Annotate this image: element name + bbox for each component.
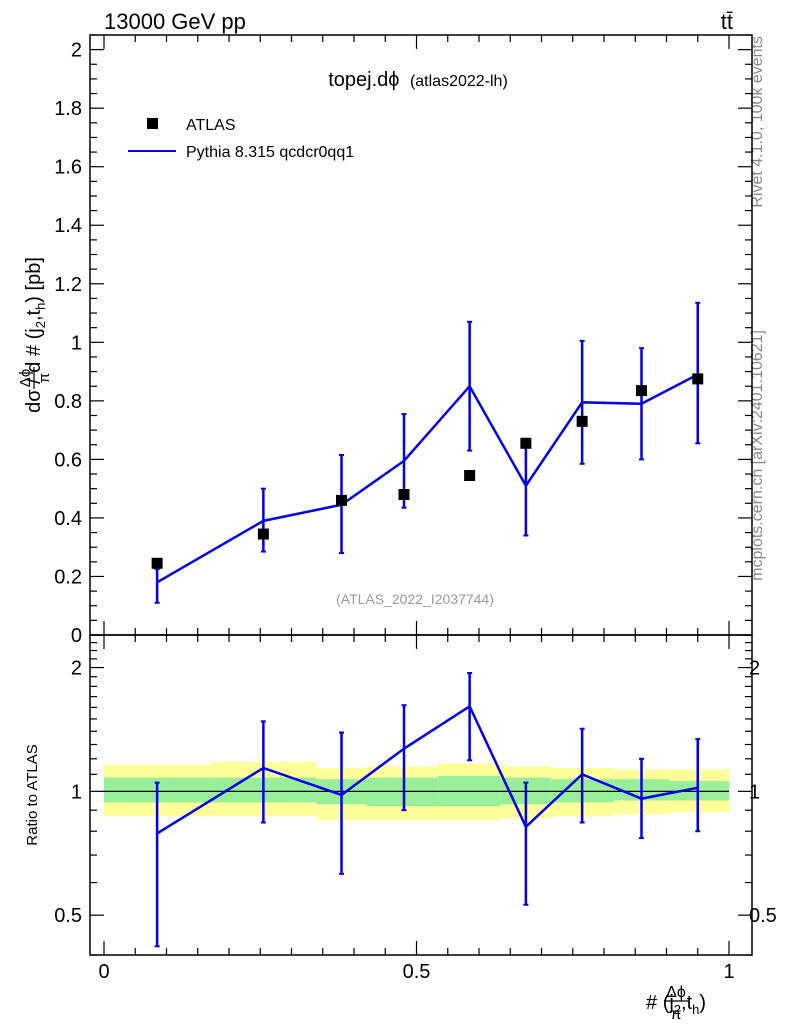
ylabel-sub2: h [33, 303, 48, 310]
x-tick-label: 1 [723, 961, 734, 983]
ratio-frame [89, 634, 753, 956]
energy-label: 13000 GeV pp [104, 9, 246, 34]
main-title-text: topej.dϕ [328, 69, 399, 91]
main-y-tick-label: 0 [71, 625, 82, 647]
legend-label-atlas: ATLAS [186, 117, 236, 134]
main-subtitle-text: (atlas2022-lh) [410, 73, 508, 90]
ratio-panel: 0.5 0.5 1 1 2 2 0 0.5 1 Ratio to ATLAS [24, 634, 777, 983]
atlas-data-point [336, 494, 347, 506]
main-y-axis-label: dσ / d # (j2,th) [pb] Δϕ π [17, 257, 53, 413]
mcplots-source-label: mcplots.cern.ch [arXiv:2401.10621] [749, 330, 766, 581]
main-y-tick-label: 1.8 [54, 98, 82, 120]
ratio-uncertainty-band-inner [669, 780, 729, 801]
xlabel-sub1: 2 [674, 1002, 681, 1017]
main-y-tick-label: 0.2 [54, 566, 82, 588]
main-y-tick-label: 0.8 [54, 391, 82, 413]
main-panel: 0 0.2 0.4 0.6 0.8 1 1.2 1.4 1.6 1.8 2 topej.dϕ (at… [17, 34, 753, 647]
ratio-y-tick-label: 0.5 [54, 905, 82, 927]
legend: ATLAS Pythia 8.315 qcdcr0qq1 [128, 117, 354, 161]
ratio-y-ticks: 0.5 0.5 1 1 2 2 0 0.5 1 [54, 634, 777, 983]
ylabel-tail: ) [pb] [23, 257, 45, 303]
xlabel-arg: (j [663, 992, 674, 1014]
main-data-layer [151, 301, 704, 604]
main-y-tick-label: 0.6 [54, 449, 82, 471]
ylabel-frac-den: π [36, 373, 53, 383]
main-title: topej.dϕ (atlas2022-lh) [328, 69, 508, 91]
process-label: tt̄ [721, 9, 733, 34]
reference-watermark: (ATLAS_2022_I2037744) [336, 591, 494, 607]
ylabel-frac-num: Δϕ [17, 369, 34, 387]
atlas-data-point [398, 489, 410, 501]
xlabel-tail: ) [699, 992, 706, 1014]
ratio-y-tick-label: 2 [71, 658, 82, 680]
main-y-ticks: 0 0.2 0.4 0.6 0.8 1 1.2 1.4 1.6 1.8 2 [54, 34, 752, 647]
ratio-y-tick-label-right: 2 [749, 658, 760, 680]
x-axis-label: # (j2,th) Δϕ π [646, 984, 706, 1023]
atlas-data-point [464, 469, 476, 481]
xlabel-prefix: # [646, 992, 658, 1014]
main-y-tick-label: 1.6 [54, 157, 82, 179]
rivet-version-label: Rivet 4.1.0, 100k events [749, 36, 766, 208]
main-y-tick-label: 0.4 [54, 508, 82, 530]
xlabel-frac-num: Δϕ [666, 984, 686, 1001]
ylabel-sub1: 2 [33, 321, 48, 328]
ylabel-arg: (j [23, 328, 45, 339]
atlas-data-point [576, 415, 588, 427]
svg-text:dσ / d # (j2: dσ / d # (j2,th) [pb] [23, 257, 48, 413]
main-y-tick-label: 1.4 [54, 215, 82, 237]
legend-marker-atlas [147, 118, 158, 129]
atlas-data-point [257, 528, 269, 540]
x-tick-label: 0.5 [403, 961, 431, 983]
ratio-y-axis-label: Ratio to ATLAS [24, 744, 41, 845]
main-y-tick-label: 2 [71, 40, 82, 62]
xlabel-sub2: h [692, 1002, 699, 1017]
atlas-data-point [692, 373, 704, 385]
svg-text:# (j2,th): # (j2,th) [646, 992, 706, 1017]
ratio-data-layer [104, 672, 729, 948]
xlabel-frac-den: π [670, 1006, 681, 1023]
x-tick-label: 0 [98, 961, 109, 983]
atlas-data-point [636, 385, 647, 397]
main-y-tick-label: 1.2 [54, 274, 82, 296]
xlabel-mid: ,t [681, 992, 693, 1014]
ylabel-mid: ,t [23, 309, 45, 321]
ratio-y-tick-label-right: 0.5 [749, 905, 777, 927]
atlas-data-point [520, 437, 532, 449]
main-y-tick-label: 1 [71, 332, 82, 354]
ratio-y-tick-label: 1 [71, 781, 82, 803]
legend-label-pythia: Pythia 8.315 qcdcr0qq1 [186, 144, 354, 161]
atlas-data-point [151, 557, 163, 569]
ratio-y-tick-label-right: 1 [749, 781, 760, 803]
main-pythia-line [156, 373, 699, 584]
